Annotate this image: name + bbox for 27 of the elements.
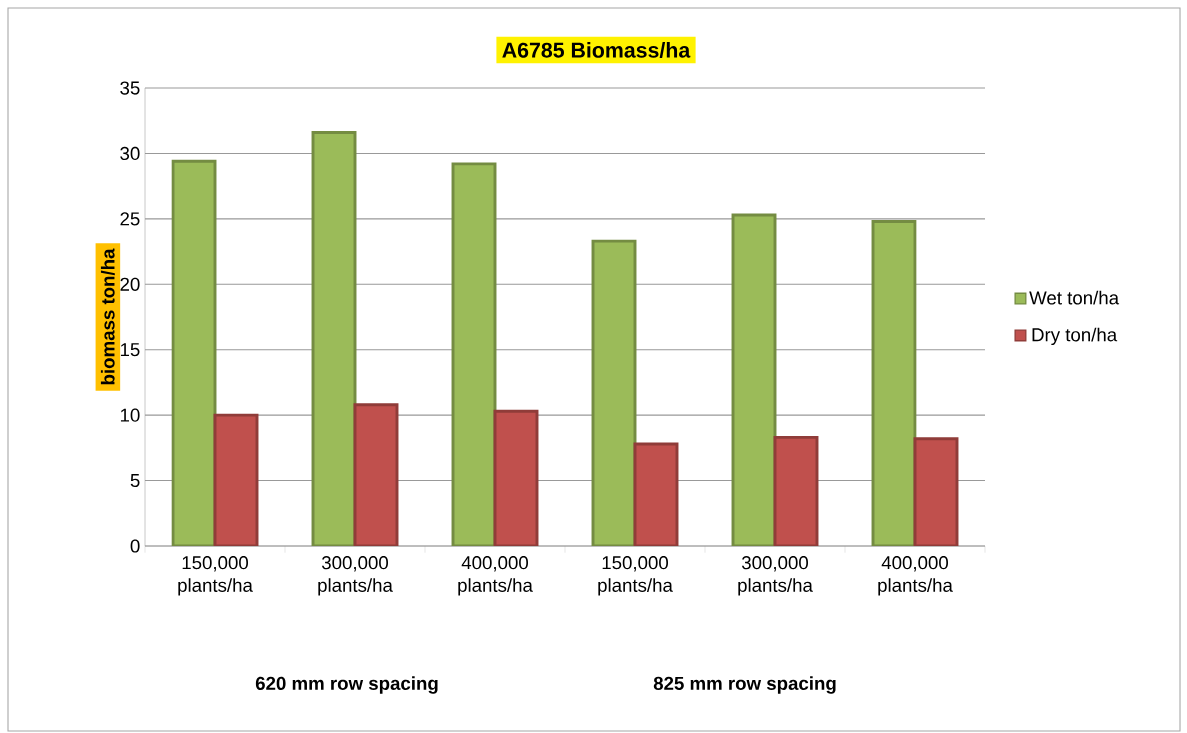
- text: 620 mm row spacing: [255, 676, 438, 694]
- bar: [913, 437, 959, 547]
- y-tick-label: 30: [120, 146, 140, 161]
- y-tick-label: 25: [120, 212, 140, 226]
- x-tick-label: 150,000 plants/ha: [598, 556, 673, 596]
- y-tick-label: 15: [120, 343, 140, 357]
- text: 825 mm row spacing: [653, 676, 836, 694]
- legend-label: Dry ton/ha: [1032, 327, 1118, 346]
- y-tick-label: 5: [130, 474, 140, 488]
- x-tick-label: 150,000 plants/ha: [178, 556, 253, 596]
- y-axis-title: biomass ton/ha: [100, 248, 115, 385]
- bar: [451, 162, 497, 547]
- x-tick-label: 400,000 plants/ha: [458, 556, 533, 596]
- x-tick-label: 300,000 plants/ha: [738, 556, 813, 596]
- y-tick-label: 20: [120, 277, 140, 291]
- bar: [731, 213, 777, 547]
- y-tick-label: 10: [120, 408, 140, 422]
- y-tick-label: 0: [130, 539, 140, 553]
- legend-label: Wet ton/ha: [1029, 290, 1120, 305]
- y-tick-label: 35: [120, 81, 140, 95]
- x-tick-label: 400,000 plants/ha: [878, 556, 953, 596]
- bar: [633, 442, 679, 547]
- bar: [871, 220, 917, 547]
- chart-title: A6785 Biomass/ha: [502, 42, 691, 58]
- bar: [311, 131, 357, 547]
- bar: [353, 403, 399, 547]
- x-tick-label: 300,000 plants/ha: [318, 556, 393, 596]
